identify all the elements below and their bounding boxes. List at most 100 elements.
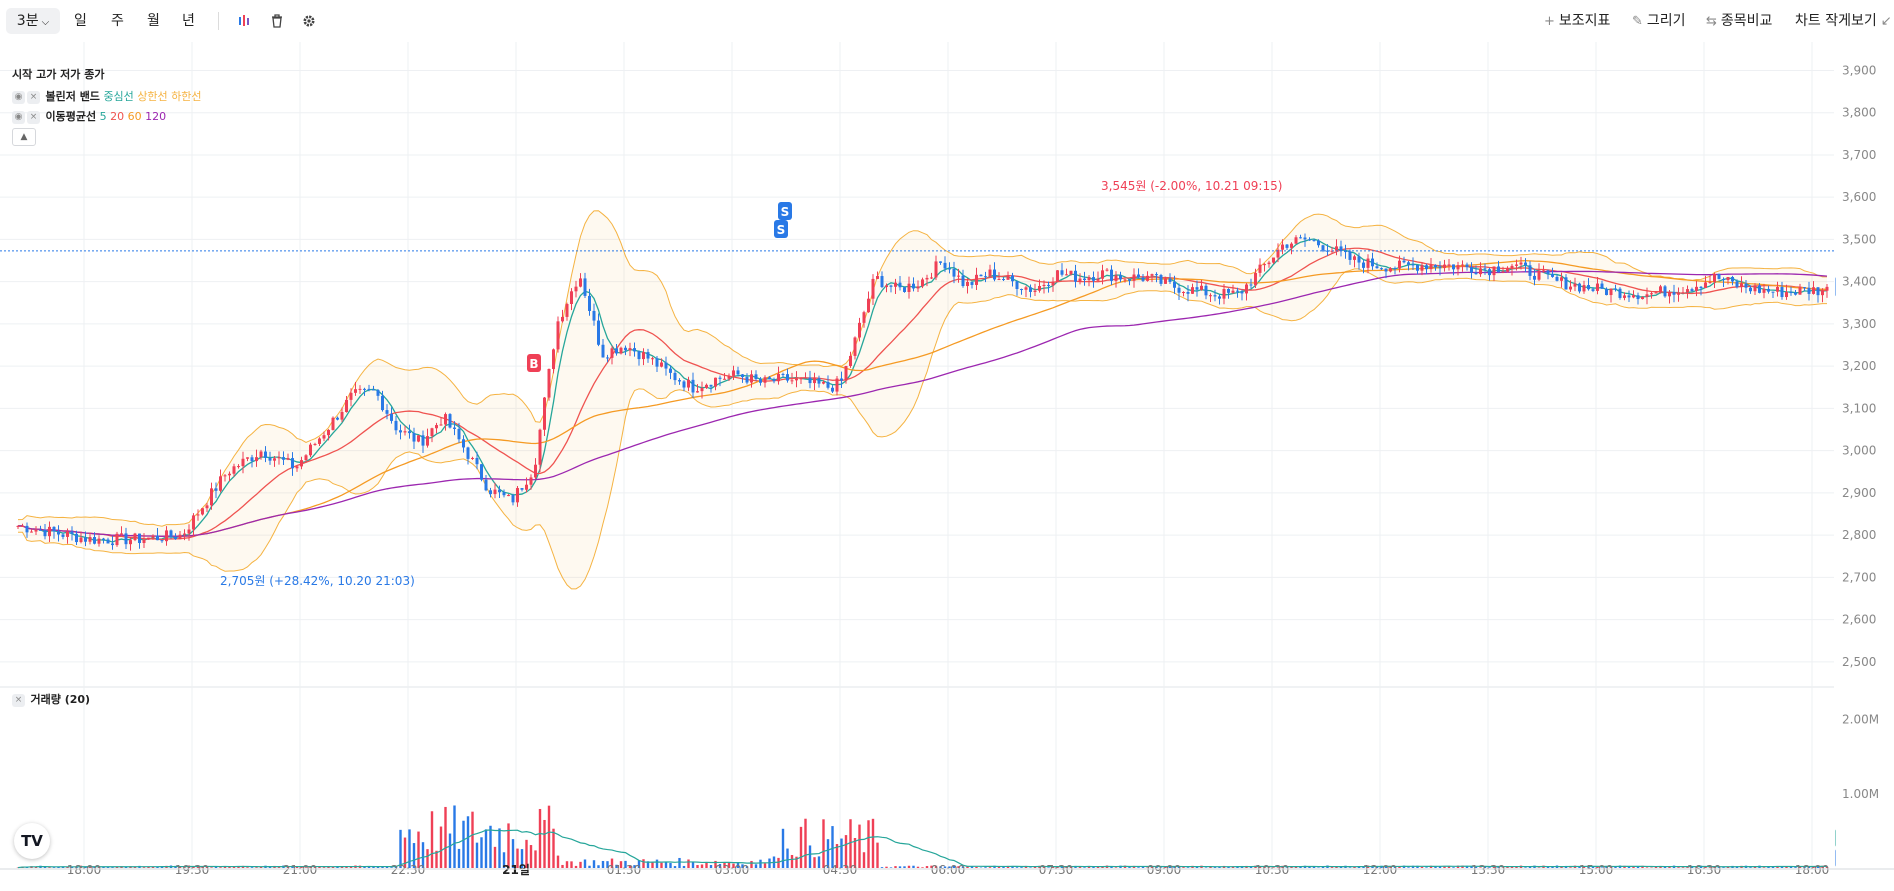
volume-bar [1465,865,1469,868]
eye-icon[interactable]: ◉ [12,110,25,124]
trash-icon[interactable] [266,8,288,34]
close-icon[interactable]: × [27,110,40,124]
volume-bar [858,824,861,868]
tradingview-logo[interactable]: TV [14,823,50,859]
candle-body [678,380,681,382]
candle-body [1497,266,1500,273]
eye-icon[interactable]: ◉ [12,90,25,104]
candle-body [376,390,380,396]
time-tick-label: 04:30 [823,863,858,877]
volume-bar [1137,867,1140,868]
candle-body [898,282,902,288]
candle-body [1749,287,1752,292]
candle-body [246,457,249,459]
candle-body [1281,244,1284,250]
chart-type-icon[interactable] [233,8,255,34]
candle-body [1389,268,1392,272]
candle-body [1551,273,1554,277]
volume-bar [471,811,474,868]
volume-bar [111,867,114,868]
volume-bar [844,835,848,868]
candle-body [1623,295,1626,298]
volume-bar [606,861,609,868]
volume-legend: × 거래량 (20) [12,691,90,707]
candle-body [732,370,735,376]
period-month[interactable]: 월 [147,13,160,29]
candle-body [1119,275,1122,280]
candle-body [876,276,879,279]
shrink-chart-button[interactable]: 차트 작게보기 ↙ [1795,13,1892,29]
volume-bar [1717,867,1721,868]
candle-body [1137,274,1140,278]
signal-marker-S [774,220,788,238]
volume-bar [1146,867,1149,868]
volume-bar [1020,867,1023,868]
period-week[interactable]: 주 [111,13,124,29]
interval-selector[interactable]: 3분 ⌵ [6,8,60,34]
candle-body [826,381,830,388]
candle-body [1150,274,1154,276]
candle-body [34,529,38,532]
time-tick-label: 18:00 [1795,863,1830,877]
draw-button[interactable]: ✎ 그리기 [1632,13,1686,29]
bollinger-lower-line [17,268,1828,590]
volume-bar [970,866,974,868]
volume-bar [142,867,146,868]
volume-bar [1155,866,1158,868]
candle-body [520,488,524,490]
volume-bar [1164,866,1167,868]
candle-body [1618,288,1622,298]
volume-bar [291,866,294,868]
candle-body [781,373,785,375]
candle-body [309,444,312,456]
candle-body [313,443,317,445]
close-icon[interactable]: × [12,693,25,707]
candle-body [763,377,767,383]
volume-bar [435,850,438,868]
price-chart[interactable]: 3,4733,3885611092,705원 (+28.42%, 10.20 2… [0,42,1894,891]
period-year[interactable]: 년 [182,13,195,29]
candle-body [1200,285,1203,290]
volume-bar [1339,866,1343,868]
candle-body [250,457,254,462]
bollinger-band [17,210,1828,590]
candle-body [1213,295,1217,297]
volume-bar [102,866,105,868]
candle-body [223,475,227,477]
volume-bar [831,826,834,868]
gear-icon[interactable] [298,8,320,34]
candle-body [1123,279,1127,281]
period-day[interactable]: 일 [74,13,87,29]
compare-button[interactable]: ⇆ 종목비교 [1706,13,1773,29]
volume-bar [1096,866,1100,868]
candle-body [516,488,519,503]
volume-bar [1506,867,1509,868]
volume-bar [448,833,452,868]
volume-bar [1492,866,1496,868]
volume-bar [349,866,353,868]
candle-body [885,285,888,288]
volume-bar [480,837,483,868]
volume-bar [660,862,663,868]
volume-bar [1605,866,1608,868]
candle-body [682,381,686,388]
indicator-button[interactable]: + 보조지표 [1544,13,1611,29]
volume-bar [417,831,420,868]
close-icon[interactable]: × [27,90,40,104]
volume-bar [885,866,888,868]
volume-bar [498,828,501,868]
candle-body [1308,239,1311,241]
volume-bar [133,867,137,868]
volume-bar [921,867,924,868]
volume-bar [943,866,947,868]
chart-toolbar: 3분 ⌵ 일 주 월 년 + 보조지표 ✎ 그리기 ⇆ 종목비교 차트 작게보기 ↙ [0,0,1894,42]
volume-bar [1276,867,1280,868]
candle-body [480,464,483,480]
candle-body [21,525,24,527]
volume-bar [552,828,555,868]
candle-body [997,279,1001,281]
volume-bar [439,826,443,868]
volume-bar [502,852,506,868]
collapse-legend-button[interactable]: ▲ [12,128,36,146]
candle-body [210,488,213,506]
